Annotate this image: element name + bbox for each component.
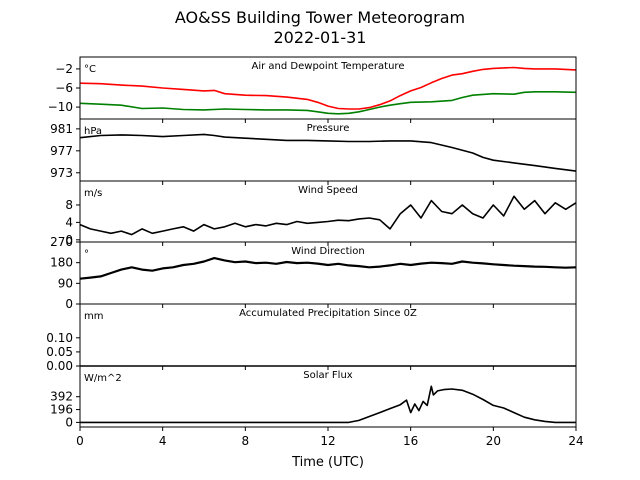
x-tick-label: 0 xyxy=(76,434,84,448)
y-tick-label: −2 xyxy=(55,62,73,76)
y-tick-label: 0 xyxy=(65,297,73,311)
x-tick-label: 20 xyxy=(486,434,501,448)
y-tick-label: 4 xyxy=(65,215,73,229)
y-tick-label: 0.05 xyxy=(46,345,73,359)
x-tick-label: 16 xyxy=(403,434,418,448)
panel-accumulated-precipitation-since-0z: 0.100.050.00 Accumulated Precipitation Si… xyxy=(46,303,577,373)
panel-title: Wind Speed xyxy=(298,185,358,196)
panel-pressure: 981 977 973 Pressure hPa xyxy=(50,118,577,185)
panel-unit-label: mm xyxy=(84,311,103,322)
series-line-pressure-0 xyxy=(79,133,577,172)
y-tick-label: −10 xyxy=(48,100,73,114)
x-tick-label: 12 xyxy=(320,434,335,448)
panel-title: Solar Flux xyxy=(303,370,353,381)
y-tick-label: 270 xyxy=(50,235,73,249)
y-tick-label: 90 xyxy=(58,276,73,290)
x-tick-label: 4 xyxy=(159,434,167,448)
series-line-wind-speed-0 xyxy=(79,195,577,236)
panel-unit-label: °C xyxy=(84,64,96,75)
y-tick-label: −6 xyxy=(55,81,73,95)
x-axis-label: Time (UTC) xyxy=(291,455,364,470)
panel-unit-label: m/s xyxy=(84,188,102,199)
panel-title: Pressure xyxy=(307,123,350,134)
y-tick-label: 0 xyxy=(65,233,73,247)
y-tick-label: 977 xyxy=(50,144,73,158)
y-tick-label: 973 xyxy=(50,166,73,180)
panel-title: Air and Dewpoint Temperature xyxy=(252,61,405,72)
panel-wind-direction: 270 180 90 0 Wind Direction ° xyxy=(50,235,577,311)
panel-wind-speed: 8 4 0 Wind Speed m/s xyxy=(65,180,577,247)
figure-title-line-1: AO&SS Building Tower Meteorogram xyxy=(174,8,466,27)
y-tick-label: 180 xyxy=(50,256,73,270)
x-tick-label: 8 xyxy=(242,434,250,448)
panel-air-and-dewpoint-temperature: −2 −6 −10 Air and Dewpoint Temperature °C xyxy=(48,56,577,123)
series-line-solar-flux-0 xyxy=(80,385,576,424)
panel-unit-label: hPa xyxy=(84,126,102,137)
y-tick-label: 392 xyxy=(50,390,73,404)
y-tick-label: 981 xyxy=(50,122,73,136)
panel-unit-label: W/m^2 xyxy=(84,373,122,384)
x-tick-label: 24 xyxy=(568,434,583,448)
y-tick-label: 0 xyxy=(65,415,73,429)
series-line-air-and-dewpoint-temperature-1 xyxy=(79,91,577,115)
y-tick-label: 0.00 xyxy=(46,359,73,373)
panel-title: Accumulated Precipitation Since 0Z xyxy=(239,308,417,319)
figure-title: AO&SS Building Tower Meteorogram 2022-01… xyxy=(0,8,640,48)
panel-unit-label: ° xyxy=(84,249,89,260)
panel-title: Wind Direction xyxy=(291,246,365,257)
series-line-wind-direction-0 xyxy=(79,257,577,280)
series-line-air-and-dewpoint-temperature-0 xyxy=(79,66,577,110)
y-tick-label: 0.10 xyxy=(46,331,73,345)
y-tick-label: 8 xyxy=(65,198,73,212)
y-tick-label: 196 xyxy=(50,403,73,417)
figure-title-line-2: 2022-01-31 xyxy=(273,28,367,47)
